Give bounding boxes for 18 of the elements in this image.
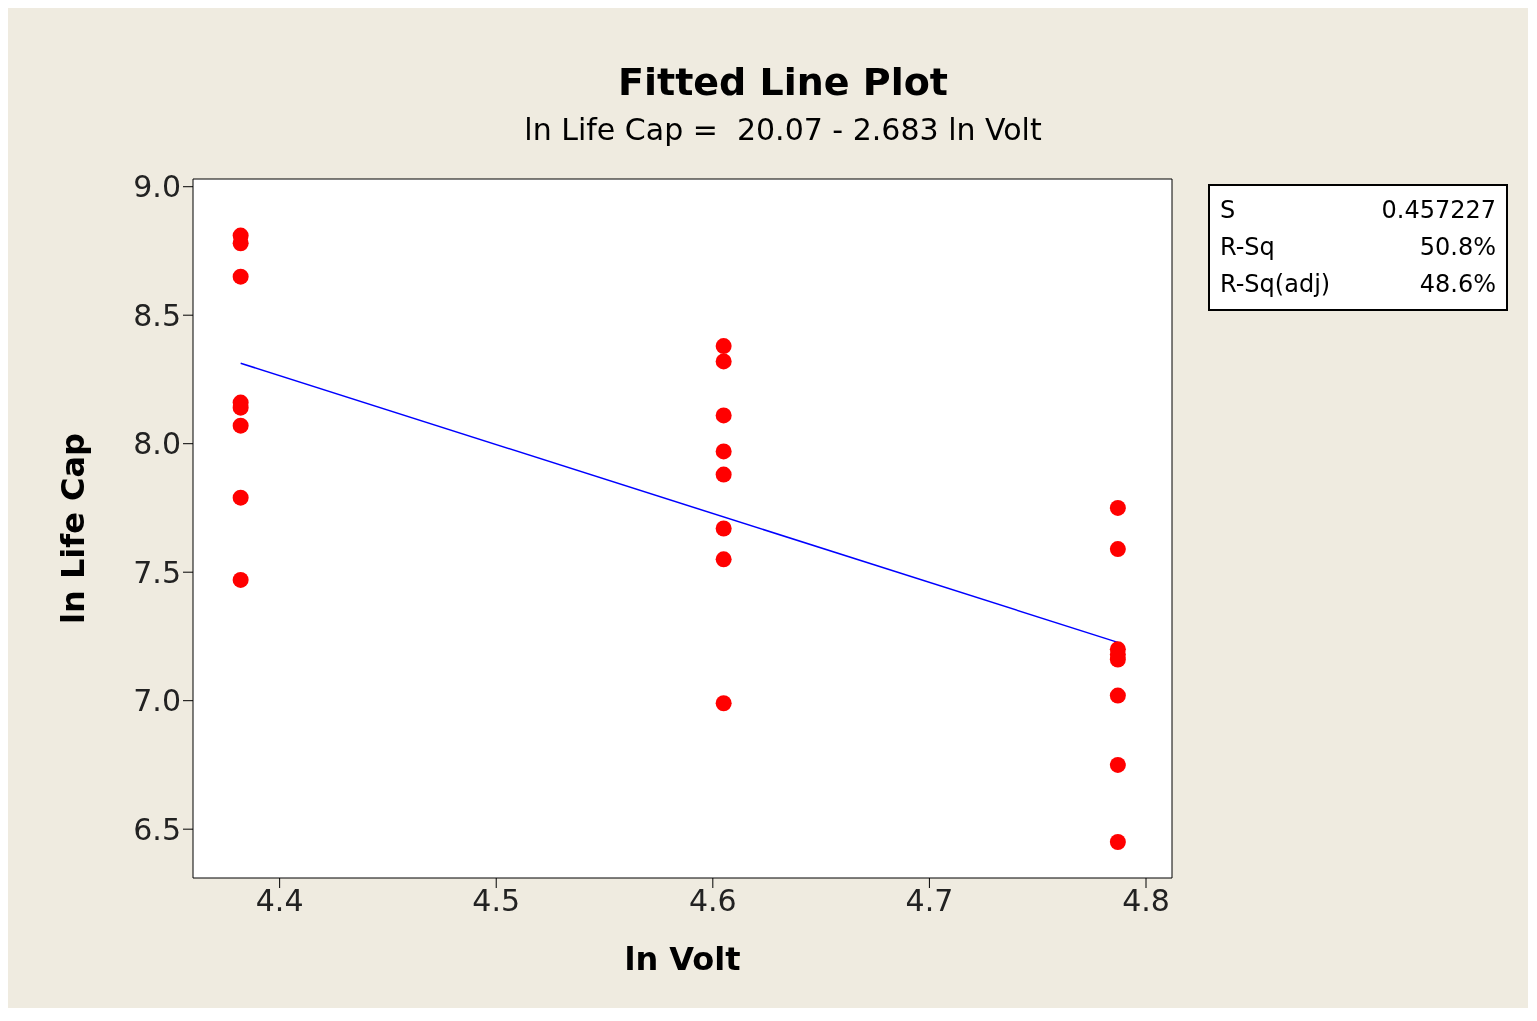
text: S 0.457227	[1220, 196, 1496, 224]
y-tick-label: 9.0	[133, 169, 181, 205]
y-tick-label: 7.0	[133, 683, 181, 719]
y-axis-title: ln Life Cap	[54, 433, 93, 624]
x-axis-title: ln Volt	[624, 940, 741, 978]
y-tick-label: 6.5	[133, 811, 181, 847]
y-tick-label: 8.0	[133, 426, 181, 462]
x-tick-label: 4.7	[905, 883, 954, 919]
text: R-Sq(adj) 48.6%	[1220, 270, 1496, 298]
y-tick-label: 7.5	[133, 554, 181, 590]
chart-subtitle: ln Life Cap = 20.07 - 2.683 ln Volt	[523, 112, 1043, 147]
y-tick-label: 8.5	[133, 297, 181, 333]
x-tick-label: 4.5	[472, 883, 521, 919]
x-tick-label: 4.6	[688, 883, 737, 919]
x-tick-label: 4.8	[1122, 883, 1170, 919]
x-tick-label: 4.4	[255, 883, 304, 919]
chart-title: Fitted Line Plot	[617, 60, 949, 104]
text: R-Sq 50.8%	[1220, 233, 1496, 261]
